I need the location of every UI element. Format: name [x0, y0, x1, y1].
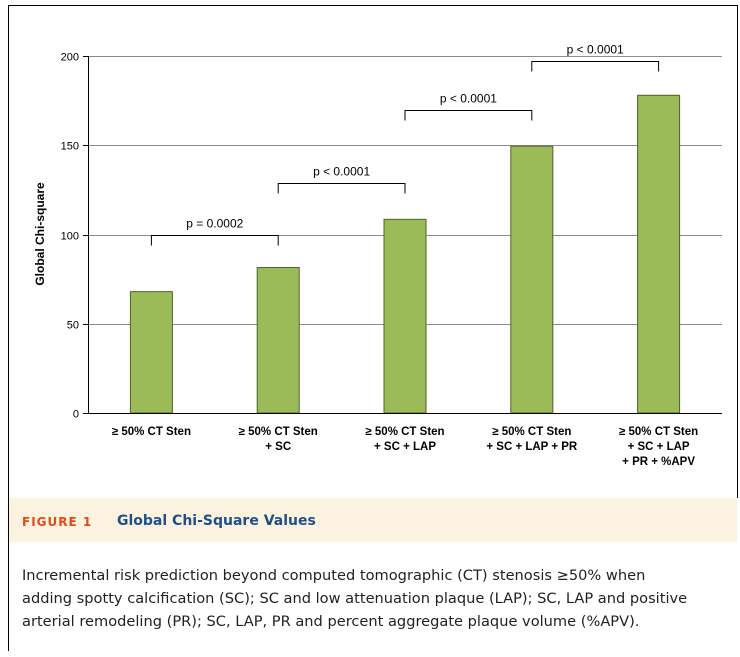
- bars: [129, 94, 681, 414]
- bar: [383, 218, 427, 414]
- x-tick-label: ≥ 50% CT Sten: [492, 426, 571, 438]
- bar: [510, 145, 554, 414]
- p-value-label: p < 0.0001: [567, 43, 624, 57]
- significance-bracket: [404, 110, 533, 121]
- significance-bracket: [277, 183, 406, 194]
- figure-label: FIGURE 1: [22, 515, 93, 529]
- y-tick-label: 0: [73, 409, 79, 421]
- caption-line: arterial remodeling (PR); SC, LAP, PR an…: [22, 613, 640, 630]
- y-axis-label: Global Chi-square: [33, 182, 47, 286]
- x-tick-label: + SC + LAP: [628, 441, 690, 453]
- figure-caption: Incremental risk prediction beyond compu…: [22, 564, 728, 633]
- x-axis-labels: ≥ 50% CT Sten ≥ 50% CT Sten + SC ≥ 50% CT S…: [112, 426, 698, 468]
- x-tick-label: ≥ 50% CT Sten: [619, 426, 698, 438]
- caption-line: adding spotty calcification (SC); SC and…: [22, 590, 688, 607]
- x-tick-label: + SC: [265, 441, 291, 453]
- figure-title: Global Chi-Square Values: [117, 513, 316, 529]
- figure-frame-right: [737, 5, 738, 498]
- x-tick-label: + SC + LAP + PR: [486, 441, 578, 453]
- figure-frame-left: [8, 5, 9, 651]
- figure-frame-top: [8, 5, 738, 6]
- bar-chart: 0 50 100 150 200 p = 0.0002 p < 0.0001 p < 0.0…: [33, 43, 722, 468]
- y-tick-label: 200: [61, 52, 79, 64]
- y-tick-label: 100: [61, 231, 79, 243]
- bar: [256, 267, 300, 414]
- significance-bracket: [531, 61, 660, 72]
- significance-bracket: [150, 235, 279, 246]
- x-tick-label: + SC + LAP: [374, 441, 436, 453]
- y-tick-label: 150: [61, 141, 79, 153]
- y-tick-label: 50: [67, 320, 79, 332]
- y-axis-ticks: 0 50 100 150 200: [61, 52, 88, 421]
- p-value-label: p < 0.0001: [313, 165, 370, 179]
- significance-brackets: p = 0.0002 p < 0.0001 p < 0.0001 p < 0.0001: [150, 43, 660, 246]
- p-value-label: p = 0.0002: [186, 217, 243, 231]
- x-tick-label: ≥ 50% CT Sten: [112, 426, 191, 438]
- x-tick-label: ≥ 50% CT Sten: [365, 426, 444, 438]
- bar: [637, 94, 681, 414]
- x-tick-label: + PR + %APV: [622, 456, 695, 468]
- p-value-label: p < 0.0001: [440, 92, 497, 106]
- caption-bar: [9, 498, 737, 542]
- bar: [129, 291, 173, 414]
- x-tick-label: ≥ 50% CT Sten: [239, 426, 318, 438]
- caption-line: Incremental risk prediction beyond compu…: [22, 567, 646, 584]
